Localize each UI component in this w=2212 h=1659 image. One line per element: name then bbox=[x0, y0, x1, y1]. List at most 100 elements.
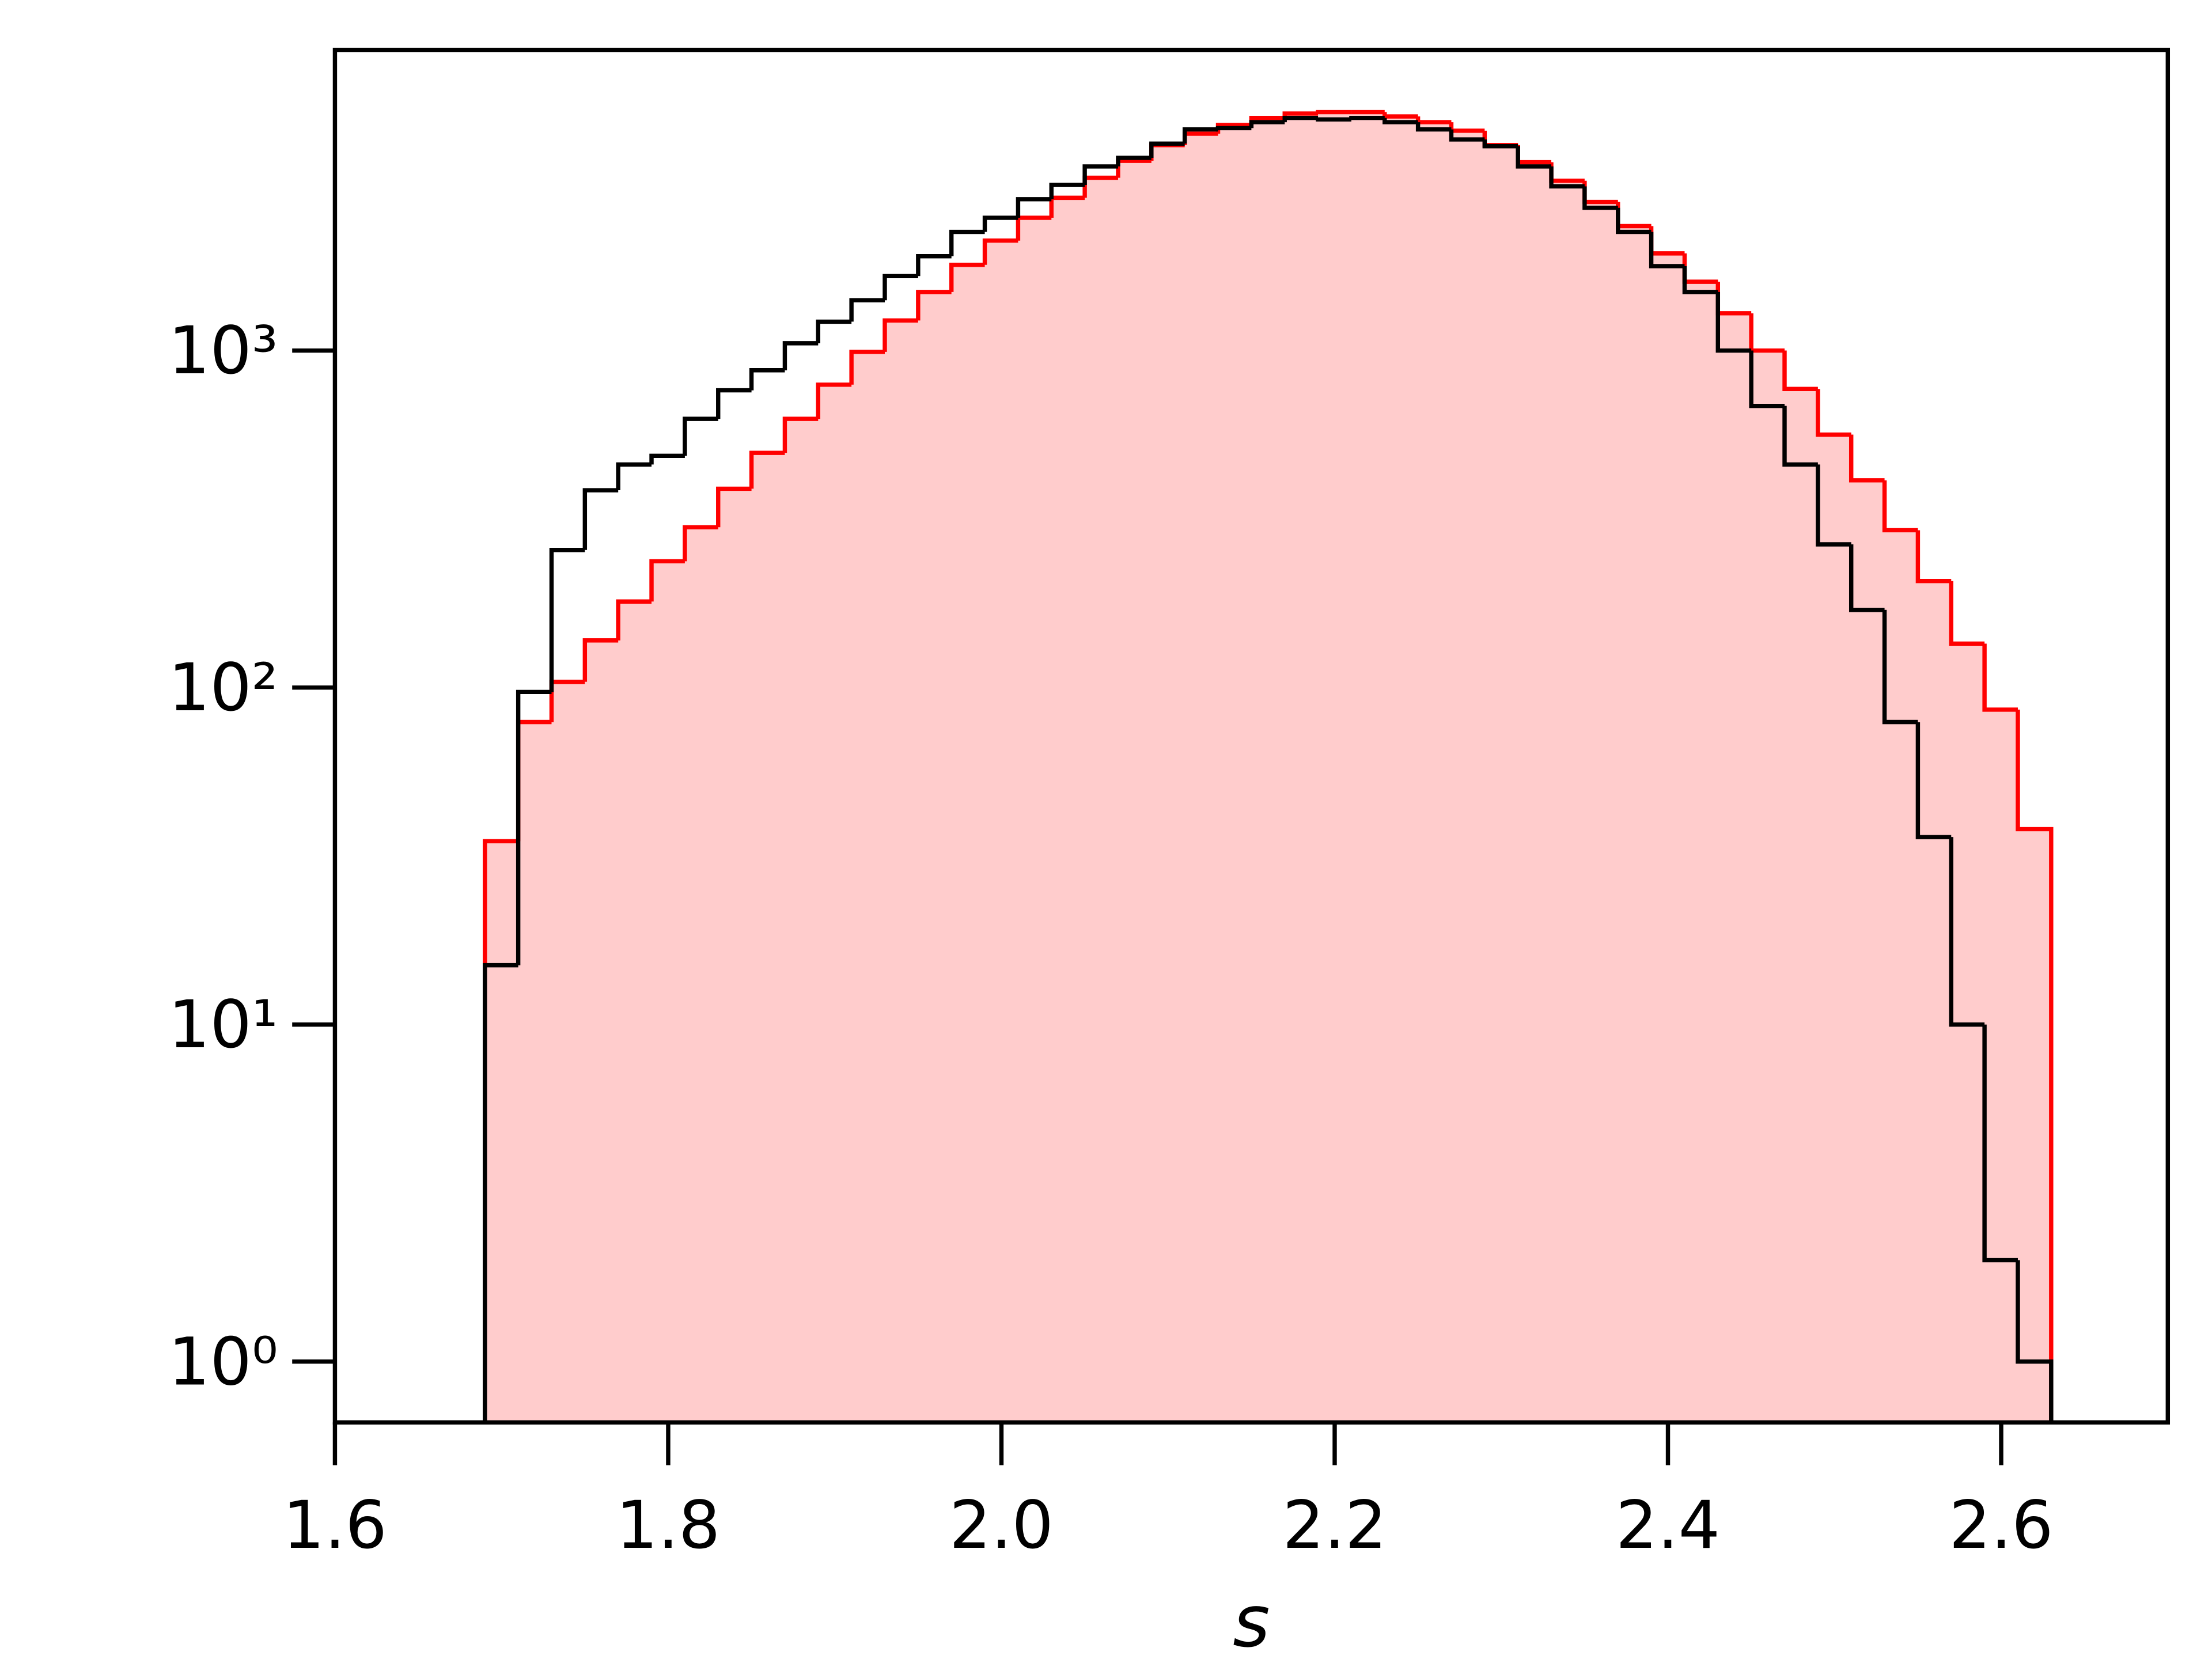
bar-step bbox=[882, 318, 918, 352]
bar-step bbox=[1816, 389, 1851, 437]
bar-step bbox=[882, 274, 918, 301]
bar-step bbox=[1715, 282, 1752, 316]
bar-step bbox=[582, 488, 619, 550]
bar-fill bbox=[1918, 581, 1952, 1423]
bar-step bbox=[1316, 117, 1351, 122]
bar-step bbox=[1516, 145, 1552, 165]
bar-fill bbox=[984, 240, 1019, 1423]
bar-fill bbox=[1451, 130, 1486, 1423]
bar-fill bbox=[1951, 643, 1985, 1423]
bar-step bbox=[1849, 544, 1885, 612]
bar-step bbox=[1582, 180, 1618, 204]
bar-step bbox=[1582, 186, 1618, 210]
bar-step bbox=[1682, 266, 1718, 294]
bar-step bbox=[716, 486, 752, 528]
bar-step bbox=[1782, 406, 1818, 467]
bar-fill bbox=[1318, 112, 1352, 1423]
bar-fill bbox=[1418, 122, 1452, 1423]
bar-step bbox=[1482, 130, 1518, 147]
bar-step bbox=[1682, 253, 1718, 284]
bar-step bbox=[1316, 109, 1351, 115]
y-tick-label: 10³ bbox=[168, 312, 278, 389]
bar-step bbox=[1449, 122, 1485, 133]
bar-fill bbox=[851, 351, 885, 1423]
bar-step bbox=[1816, 464, 1851, 547]
bar-step bbox=[1715, 291, 1752, 353]
bar-fill bbox=[1085, 177, 1119, 1423]
bar-step bbox=[683, 525, 718, 562]
bar-step bbox=[1616, 207, 1652, 234]
bar-fill bbox=[918, 291, 952, 1423]
bar-step bbox=[1415, 122, 1452, 132]
bar-step bbox=[616, 462, 652, 491]
y-tick-label: 10¹ bbox=[168, 986, 278, 1063]
bar-fill bbox=[585, 640, 619, 1423]
x-tick-label: 2.4 bbox=[1616, 1487, 1720, 1563]
bar-fill bbox=[1151, 145, 1185, 1423]
bar-step bbox=[483, 963, 518, 1423]
bar-fill bbox=[1518, 162, 1552, 1423]
bar-fill bbox=[684, 527, 719, 1423]
bar-step bbox=[1915, 722, 1952, 839]
bar-step bbox=[616, 599, 652, 641]
x-tick-label: 2.6 bbox=[1949, 1487, 2054, 1563]
bar-step bbox=[1149, 141, 1185, 158]
bar-fill bbox=[518, 722, 552, 1423]
bar-step bbox=[549, 548, 585, 692]
bar-fill bbox=[951, 264, 986, 1423]
bar-step bbox=[1516, 146, 1552, 169]
bar-fill bbox=[1718, 313, 1752, 1423]
bar-step bbox=[516, 690, 552, 965]
bar-fill bbox=[885, 320, 919, 1423]
y-tick-label: 10⁰ bbox=[168, 1323, 278, 1400]
bar-fill bbox=[1584, 202, 1619, 1423]
bar-step bbox=[649, 453, 685, 465]
y-tick-label: 10² bbox=[168, 649, 278, 726]
bar-step bbox=[1949, 837, 1985, 1027]
bar-step bbox=[849, 350, 885, 385]
bar-step bbox=[749, 368, 785, 391]
bar-step bbox=[1649, 226, 1685, 256]
x-tick-label: 2.0 bbox=[949, 1487, 1054, 1563]
bar-step bbox=[1616, 202, 1652, 229]
bar-step bbox=[1116, 156, 1152, 166]
bar-step bbox=[849, 298, 885, 322]
bar-step bbox=[916, 254, 952, 276]
bar-step bbox=[782, 416, 819, 453]
bar-step bbox=[1349, 116, 1385, 120]
bar-fill bbox=[1751, 350, 1785, 1423]
plot-frame bbox=[332, 47, 2171, 1425]
bar-step bbox=[916, 290, 952, 321]
bar-step bbox=[1549, 166, 1585, 189]
bar-fill bbox=[1351, 112, 1385, 1423]
bar-step bbox=[2016, 709, 2054, 1423]
bar-fill bbox=[1851, 480, 1885, 1423]
bar-fill bbox=[1551, 180, 1585, 1423]
bar-fill bbox=[1817, 434, 1852, 1423]
bar-fill bbox=[1484, 145, 1518, 1423]
bar-step bbox=[1049, 183, 1085, 199]
bar-step bbox=[1449, 129, 1485, 142]
bar-fill bbox=[2017, 829, 2052, 1423]
bar-fill bbox=[751, 453, 786, 1423]
bar-step bbox=[582, 638, 619, 682]
bar-step bbox=[1782, 350, 1818, 391]
bar-step bbox=[1382, 112, 1418, 119]
bar-fill bbox=[1618, 226, 1652, 1423]
bar-fill bbox=[818, 384, 852, 1423]
bar-step bbox=[1882, 609, 1918, 725]
bar-fill bbox=[1984, 709, 2018, 1423]
bar-fill bbox=[1018, 218, 1052, 1423]
bar-fill bbox=[1118, 161, 1152, 1423]
bar-fill bbox=[618, 601, 652, 1423]
bar-step bbox=[1849, 434, 1885, 483]
bar-step bbox=[982, 215, 1018, 232]
bar-step bbox=[1082, 164, 1118, 185]
bar-fill bbox=[1884, 530, 1919, 1423]
bar-step bbox=[1949, 581, 1985, 646]
bar-fill bbox=[718, 488, 752, 1423]
bar-fill bbox=[1785, 389, 1819, 1423]
x-tick-label: 1.8 bbox=[616, 1487, 720, 1563]
bar-step bbox=[1982, 643, 2018, 712]
bar-fill bbox=[1285, 113, 1319, 1423]
